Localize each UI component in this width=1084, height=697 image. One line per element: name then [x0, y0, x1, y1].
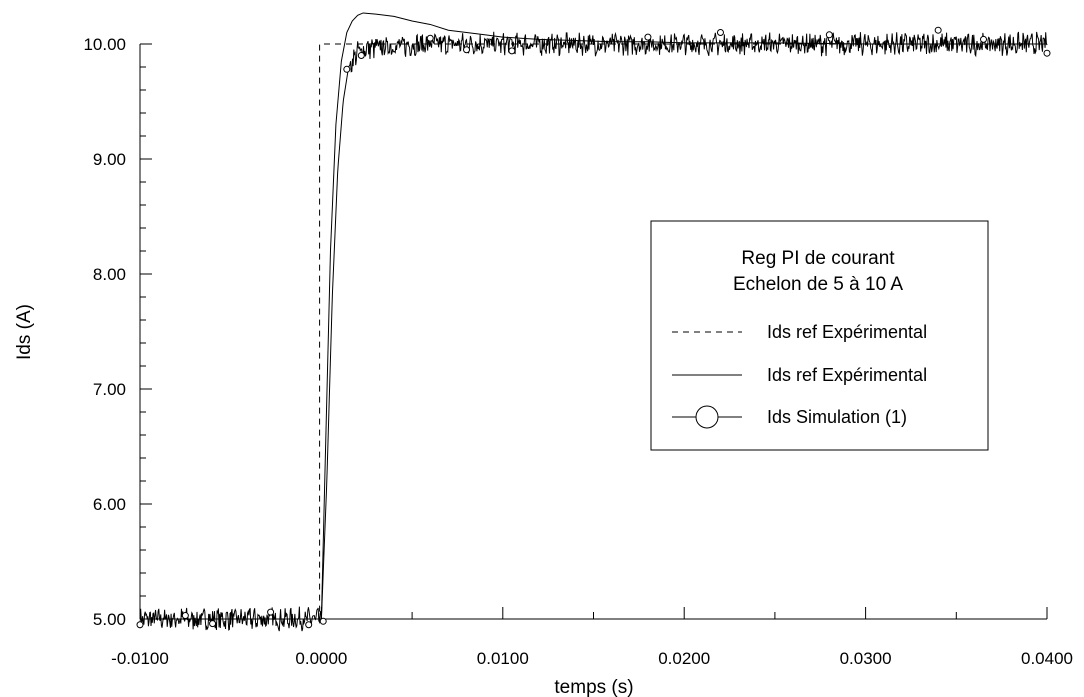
series-3-marker [426, 34, 434, 42]
y-tick-label: 10.00 [83, 35, 126, 54]
series-3-marker [136, 621, 144, 629]
legend-swatch-circle-marker [695, 405, 719, 429]
x-tick-label: -0.0100 [111, 649, 169, 668]
series-3-marker [1043, 49, 1051, 57]
series-line-3 [139, 31, 1048, 632]
series-3-marker [319, 617, 327, 625]
x-tick-label: 0.0000 [295, 649, 347, 668]
series-3-marker [305, 621, 313, 629]
series-3-marker [181, 612, 189, 620]
series-3-marker [508, 47, 516, 55]
series-3-marker [825, 31, 833, 39]
legend-label-1: Ids ref Expérimental [767, 322, 927, 342]
x-tick-label: 0.0200 [658, 649, 710, 668]
series-3-marker [934, 26, 942, 34]
y-axis-title: Ids (A) [14, 304, 35, 360]
series-3-marker [644, 33, 652, 41]
x-tick-label: 0.0300 [840, 649, 892, 668]
y-tick-label: 6.00 [93, 495, 126, 514]
series-3-marker [980, 35, 988, 43]
legend: Reg PI de courant Echelon de 5 à 10 A Id… [650, 220, 989, 451]
series-3-marker [209, 620, 217, 628]
legend-title-line-1: Reg PI de courant [741, 248, 895, 269]
x-axis-ticks: -0.0100 0.0000 0.0100 0.0200 0.0300 0.0400 [111, 607, 1073, 668]
legend-label-2: Ids ref Expérimental [767, 365, 927, 385]
series-3-marker [463, 46, 471, 54]
series-3-marker [716, 29, 724, 36]
x-tick-label: 0.0400 [1021, 649, 1073, 668]
plot-series [136, 12, 1051, 632]
legend-label-3: Ids Simulation (1) [767, 407, 907, 427]
y-tick-label: 9.00 [93, 150, 126, 169]
x-axis-title: temps (s) [554, 677, 633, 697]
y-axis-ticks: 5.00 6.00 7.00 8.00 9.00 10.00 [83, 35, 152, 629]
x-tick-label: 0.0100 [477, 649, 529, 668]
series-line-2 [140, 12, 1047, 620]
y-tick-label: 5.00 [93, 610, 126, 629]
legend-title-line-2: Echelon de 5 à 10 A [733, 274, 903, 295]
series-3-marker [343, 65, 351, 73]
series-3-marker [267, 608, 275, 616]
series-3-marker [357, 52, 365, 59]
y-tick-label: 7.00 [93, 380, 126, 399]
y-tick-label: 8.00 [93, 265, 126, 284]
